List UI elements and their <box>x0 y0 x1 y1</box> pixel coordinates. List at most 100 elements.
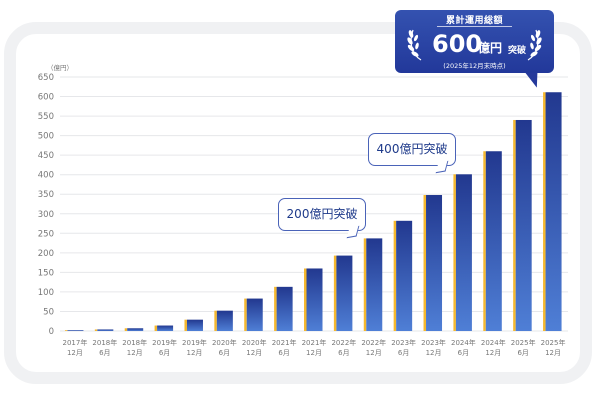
bar-fill <box>366 238 383 331</box>
bar-fill <box>216 310 233 331</box>
bar-fill <box>306 268 323 331</box>
bar <box>94 329 114 331</box>
bar-fill <box>426 195 443 331</box>
bar-edge <box>453 174 456 331</box>
x-tick-label: 2022年 12月 <box>361 338 386 357</box>
bar <box>124 328 144 331</box>
x-tick-label: 2024年 6月 <box>451 338 476 357</box>
y-tick-label: 150 <box>38 268 54 278</box>
bar-fill <box>127 328 144 331</box>
x-tick-label: 2020年 12月 <box>242 338 267 357</box>
bar-fill <box>97 329 114 331</box>
bar <box>393 220 413 331</box>
bar <box>333 255 353 331</box>
y-tick-label: 350 <box>38 190 54 200</box>
x-tick-label: 2017年 12月 <box>63 338 88 357</box>
x-tick-label: 2019年 6月 <box>152 338 177 357</box>
x-tick-label: 2025年 12月 <box>541 338 566 357</box>
bar-edge <box>304 268 307 331</box>
x-tick-label: 2018年 12月 <box>122 338 147 357</box>
bar-edge <box>513 119 516 331</box>
bar <box>453 174 472 331</box>
bar-edge <box>154 325 158 331</box>
y-tick-label: 250 <box>38 229 54 239</box>
bar-edge <box>244 298 247 331</box>
bar <box>64 330 84 331</box>
y-axis-label: （億円） <box>47 63 73 72</box>
bar <box>154 325 174 331</box>
badge-note: (2025年12月末時点) <box>443 62 506 70</box>
x-tick-label: 2023年 12月 <box>421 338 446 357</box>
bar-edge <box>94 329 98 331</box>
x-tick-label: 2024年 12月 <box>481 338 506 357</box>
bar-edge <box>393 220 397 331</box>
y-tick-label: 50 <box>43 307 54 317</box>
laurel-right-icon <box>527 29 542 61</box>
y-tick-label: 450 <box>38 151 54 161</box>
bar-fill <box>515 119 532 331</box>
bar-edge <box>214 310 217 331</box>
bar-fill <box>485 151 502 331</box>
bar-fill <box>336 255 353 331</box>
y-tick-label: 300 <box>38 210 54 220</box>
bar <box>423 195 443 331</box>
x-tick-label: 2020年 6月 <box>212 338 237 357</box>
callout-400-text: 400億円突破 <box>376 142 448 156</box>
bar-fill <box>157 325 174 331</box>
bar-fill <box>455 174 472 331</box>
x-tick-label: 2025年 6月 <box>511 338 536 357</box>
bar <box>274 286 293 331</box>
bar-edge <box>423 195 427 331</box>
y-tick-label: 0 <box>49 327 54 337</box>
bar-edge <box>543 92 546 332</box>
callout-400: 400億円突破 <box>368 133 456 166</box>
badge-suffix: 突破 <box>508 46 527 56</box>
bars <box>64 92 562 332</box>
bar-fill <box>276 286 293 331</box>
y-tick-label: 100 <box>38 288 54 298</box>
y-tick-label: 500 <box>38 132 54 142</box>
bar-fill <box>186 319 203 331</box>
bar-edge <box>333 255 337 331</box>
bar-fill <box>396 220 413 331</box>
badge-unit: 億円 <box>478 41 503 55</box>
bar <box>543 92 562 332</box>
y-tick-label: 200 <box>38 249 54 259</box>
x-tick-label: 2022年 6月 <box>331 338 356 357</box>
bar <box>513 119 532 331</box>
x-tick-label: 2023年 6月 <box>391 338 416 357</box>
x-tick-label: 2018年 6月 <box>92 338 117 357</box>
bar-edge <box>363 238 367 331</box>
bar-edge <box>64 330 68 331</box>
bar-edge <box>184 319 187 331</box>
total-badge: 累計運用総額 600 億円 突破 (2025年12月末時点) <box>395 10 554 73</box>
bar <box>184 319 203 331</box>
bar <box>363 238 383 331</box>
badge-divider <box>437 26 512 27</box>
bar-edge <box>483 151 486 331</box>
bar-edge <box>124 328 128 331</box>
badge-title: 累計運用総額 <box>445 16 503 26</box>
y-tick-label: 600 <box>38 93 54 103</box>
bar-fill <box>545 92 562 332</box>
badge-number: 600 <box>432 30 483 58</box>
callout-200-text: 200億円突破 <box>286 207 358 221</box>
callout-200: 200億円突破 <box>278 198 366 231</box>
x-tick-label: 2021年 12月 <box>302 338 327 357</box>
y-tick-labels: 0 50 100 150 200 250 300 350 400 450 500 550 600 650 <box>38 73 54 337</box>
x-tick-label: 2019年 12月 <box>182 338 207 357</box>
y-tick-label: 550 <box>38 112 54 122</box>
bar <box>304 268 323 331</box>
x-tick-label: 2021年 6月 <box>272 338 297 357</box>
bar-fill <box>67 330 84 331</box>
bar <box>214 310 233 331</box>
bar <box>244 298 263 331</box>
laurel-left-icon <box>407 29 422 61</box>
bar-edge <box>274 286 277 331</box>
bar <box>483 151 502 331</box>
bar-fill <box>246 298 263 331</box>
y-tick-label: 650 <box>38 73 54 83</box>
y-tick-label: 400 <box>38 171 54 181</box>
